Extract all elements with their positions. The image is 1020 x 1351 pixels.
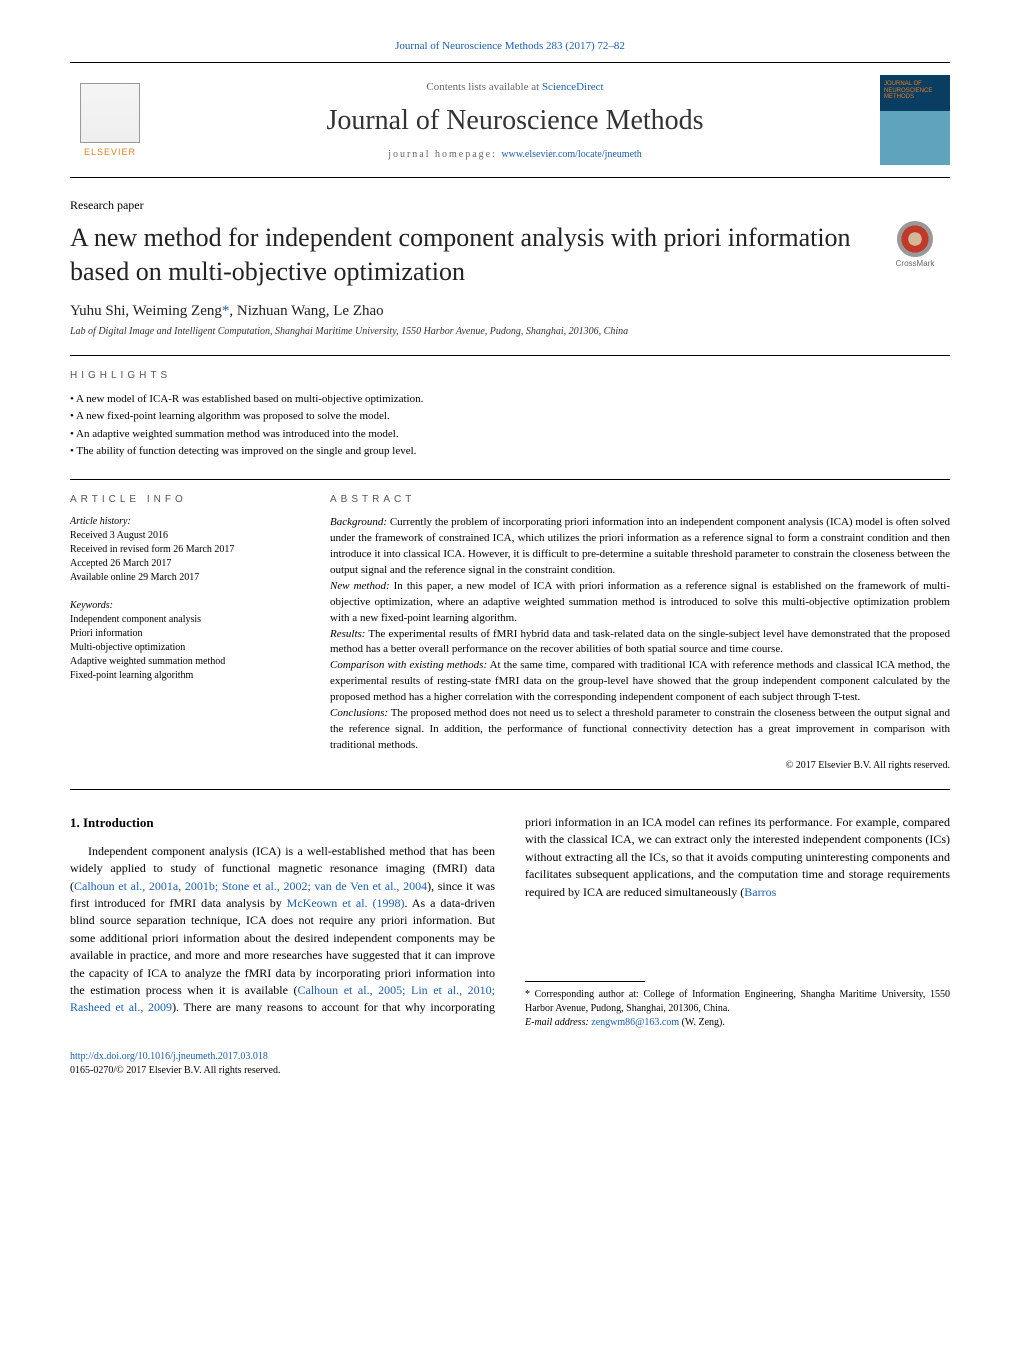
article-type: Research paper (70, 198, 950, 213)
homepage-line: journal homepage: www.elsevier.com/locat… (170, 149, 860, 160)
authors-rest: , Nizhuan Wang, Le Zhao (229, 303, 383, 319)
keyword: Fixed-point learning algorithm (70, 669, 300, 683)
abstract-column: ABSTRACT Background: Currently the probl… (330, 494, 950, 771)
citation-link[interactable]: McKeown et al. (1998) (287, 896, 405, 910)
issn-copyright: 0165-0270/© 2017 Elsevier B.V. All right… (70, 1064, 950, 1078)
abstract-seg-text: The experimental results of fMRI hybrid … (330, 628, 950, 656)
masthead: ELSEVIER Contents lists available at Sci… (70, 62, 950, 178)
abstract-seg-label: Background: (330, 516, 387, 528)
info-abstract-row: ARTICLE INFO Article history: Received 3… (70, 494, 950, 771)
page-container: Journal of Neuroscience Methods 283 (201… (0, 0, 1020, 1128)
keywords-label: Keywords: (70, 599, 300, 613)
body-section: 1. Introduction Independent component an… (70, 814, 950, 1030)
crossmark-icon (897, 221, 933, 257)
footer-info: http://dx.doi.org/10.1016/j.jneumeth.201… (70, 1050, 950, 1078)
publisher-logo: ELSEVIER (70, 75, 150, 165)
sciencedirect-link[interactable]: ScienceDirect (542, 81, 604, 93)
footnote-text: Corresponding author at: College of Info… (525, 989, 950, 1014)
email-label: E-mail address: (525, 1017, 591, 1028)
highlight-item: A new fixed-point learning algorithm was… (70, 408, 950, 426)
highlights-section: HIGHLIGHTS A new model of ICA-R was esta… (70, 370, 950, 461)
keyword: Adaptive weighted summation method (70, 655, 300, 669)
authors-first: Yuhu Shi, Weiming Zeng (70, 303, 222, 319)
article-history: Article history: Received 3 August 2016 … (70, 515, 300, 585)
journal-name: Journal of Neuroscience Methods (170, 105, 860, 137)
citation-link[interactable]: Journal of Neuroscience Methods 283 (201… (395, 40, 625, 52)
crossmark-label: CrossMark (896, 259, 935, 268)
article-title: A new method for independent component a… (70, 221, 860, 289)
email-suffix: (W. Zeng). (679, 1017, 725, 1028)
body-columns: 1. Introduction Independent component an… (70, 814, 950, 1030)
publisher-name: ELSEVIER (84, 147, 136, 157)
header-citation: Journal of Neuroscience Methods 283 (201… (70, 40, 950, 52)
abstract-seg-label: Results: (330, 628, 365, 640)
masthead-center: Contents lists available at ScienceDirec… (170, 81, 860, 160)
highlight-item: A new model of ICA-R was established bas… (70, 391, 950, 409)
abstract-body: Background: Currently the problem of inc… (330, 515, 950, 754)
history-line: Available online 29 March 2017 (70, 571, 300, 585)
homepage-link[interactable]: www.elsevier.com/locate/jneumeth (501, 149, 641, 160)
abstract-seg-label: Conclusions: (330, 707, 388, 719)
abstract-seg-text: The proposed method does not need us to … (330, 707, 950, 751)
abstract-copyright: © 2017 Elsevier B.V. All rights reserved… (330, 760, 950, 771)
divider (70, 789, 950, 790)
history-line: Accepted 26 March 2017 (70, 557, 300, 571)
corresponding-author-note: * Corresponding author at: College of In… (525, 988, 950, 1016)
abstract-seg-text: In this paper, a new model of ICA with p… (330, 580, 950, 624)
abstract-seg-label: New method: (330, 580, 390, 592)
doi-link[interactable]: http://dx.doi.org/10.1016/j.jneumeth.201… (70, 1051, 268, 1062)
keyword: Independent component analysis (70, 613, 300, 627)
divider (70, 479, 950, 480)
highlight-item: The ability of function detecting was im… (70, 443, 950, 461)
citation-link[interactable]: Calhoun et al., 2001a, 2001b; Stone et a… (74, 879, 427, 893)
section-heading: 1. Introduction (70, 814, 495, 833)
email-link[interactable]: zengwm86@163.com (591, 1017, 679, 1028)
email-line: E-mail address: zengwm86@163.com (W. Zen… (525, 1016, 950, 1030)
keyword: Multi-objective optimization (70, 641, 300, 655)
keyword: Priori information (70, 627, 300, 641)
footnotes: * Corresponding author at: College of In… (525, 988, 950, 1030)
footnote-rule (525, 981, 645, 982)
crossmark-badge[interactable]: CrossMark (880, 221, 950, 271)
keywords-block: Keywords: Independent component analysis… (70, 599, 300, 683)
highlight-item: An adaptive weighted summation method wa… (70, 426, 950, 444)
abstract-seg-text: Currently the problem of incorporating p… (330, 516, 950, 576)
affiliation: Lab of Digital Image and Intelligent Com… (70, 326, 950, 337)
title-row: A new method for independent component a… (70, 221, 950, 289)
abstract-seg-label: Comparison with existing methods: (330, 659, 487, 671)
contents-line: Contents lists available at ScienceDirec… (170, 81, 860, 93)
history-line: Received 3 August 2016 (70, 529, 300, 543)
citation-link[interactable]: Barros (744, 885, 776, 899)
elsevier-tree-icon (80, 83, 140, 143)
homepage-prefix: journal homepage: (388, 149, 501, 160)
contents-prefix: Contents lists available at (426, 81, 541, 93)
highlights-label: HIGHLIGHTS (70, 370, 950, 381)
authors: Yuhu Shi, Weiming Zeng*, Nizhuan Wang, L… (70, 303, 950, 320)
history-line: Received in revised form 26 March 2017 (70, 543, 300, 557)
divider (70, 355, 950, 356)
highlights-list: A new model of ICA-R was established bas… (70, 391, 950, 461)
article-info-label: ARTICLE INFO (70, 494, 300, 505)
journal-cover-thumbnail: JOURNAL OF NEUROSCIENCE METHODS (880, 75, 950, 165)
abstract-label: ABSTRACT (330, 494, 950, 505)
cover-text: JOURNAL OF NEUROSCIENCE METHODS (884, 81, 950, 101)
article-info-column: ARTICLE INFO Article history: Received 3… (70, 494, 300, 771)
history-label: Article history: (70, 515, 300, 529)
